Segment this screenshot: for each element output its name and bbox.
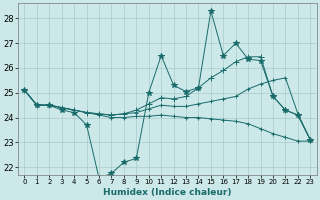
X-axis label: Humidex (Indice chaleur): Humidex (Indice chaleur) [103,188,232,197]
